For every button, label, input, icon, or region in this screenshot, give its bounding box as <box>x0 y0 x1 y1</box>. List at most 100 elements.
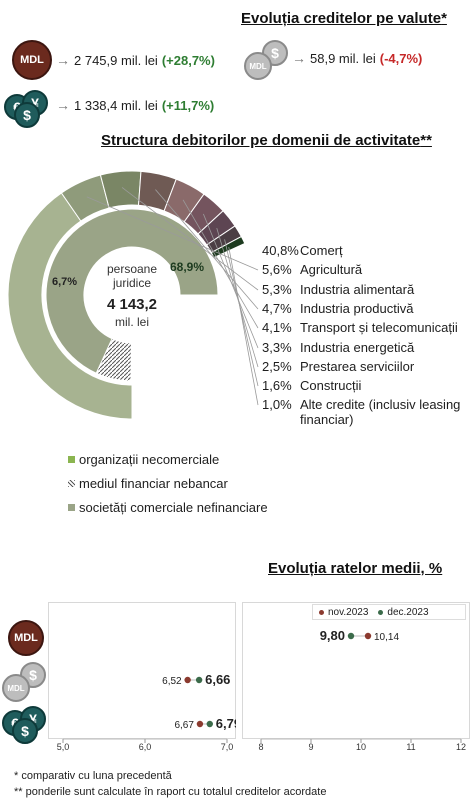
sector-label-4: 4,1% Transport și telecomunicații <box>262 320 458 335</box>
footnote-1: * comparativ cu luna precedentă <box>14 770 172 782</box>
sector-label-0: 40,8% Comerț <box>262 243 343 258</box>
legend-item-nebancar: mediul financiar nebancar <box>68 476 228 491</box>
label-dec: 6,79 <box>216 716 236 731</box>
legend-label-dec: dec.2023 <box>387 606 429 618</box>
sector-label-pct: 2,5% <box>262 359 292 374</box>
structure-title: Structura debitorilor pe domenii de acti… <box>101 132 432 149</box>
arrow-right-icon: → <box>292 50 306 66</box>
sector-label-name: Transport și telecomunicații <box>300 320 458 335</box>
point-dec <box>347 632 355 640</box>
x-tick-label: 11 <box>406 742 416 752</box>
sector-label-8: 1,0% Alte credite (inclusiv leasing finan… <box>262 397 472 427</box>
sector-label-name: Comerț <box>300 243 343 258</box>
x-tick-label: 8 <box>258 742 264 752</box>
sector-label-name: Alte credite (inclusiv leasing financiar… <box>300 397 461 427</box>
legend-dot-nov <box>319 609 324 615</box>
mdl-fx-coins-icon: $ MDL <box>2 662 50 702</box>
currency-coins-icon: € ¥ $ <box>4 90 50 128</box>
credit-evolution-title: Evoluția creditelor pe valute* <box>241 10 447 27</box>
leader-line-6 <box>216 227 259 368</box>
legend-swatch-grey <box>68 504 75 511</box>
credit-fx-change: (+11,7%) <box>161 97 215 113</box>
sector-label-name: Industria alimentară <box>300 282 415 297</box>
sector-label-name: Agricultură <box>300 262 363 277</box>
leader-line-5 <box>203 213 259 349</box>
sector-label-pct: 4,7% <box>262 301 292 316</box>
x-tick-label: 7,0 <box>220 742 234 752</box>
sector-label-name: Prestarea serviciilor <box>300 359 415 374</box>
point-nov <box>184 676 191 684</box>
footnote-2: ** ponderile sunt calculate în raport cu… <box>14 786 327 798</box>
credit-fx-value: 1 338,4 mil. lei <box>74 97 158 113</box>
arrow-right-icon: → <box>56 52 70 68</box>
sector-label-7: 1,6% Construcții <box>262 378 361 393</box>
inner-label-financial: 6,7% <box>52 276 78 288</box>
legend-label-nov: nov.2023 <box>328 606 369 618</box>
x-tick-label: 9 <box>308 742 314 752</box>
rates-panel-right <box>242 602 470 739</box>
sector-label-name: Industria productivă <box>300 301 414 316</box>
center-line1: persoane <box>106 262 158 276</box>
structure-donut-chart <box>7 170 259 420</box>
rates-title: Evoluția ratelor medii, % <box>268 560 443 577</box>
sector-label-5: 3,3% Industria energetică <box>262 340 414 355</box>
sector-label-name: Industria energetică <box>300 340 415 355</box>
arrow-right-icon: → <box>56 97 70 113</box>
currency-coins-icon: € ¥ $ <box>2 706 48 744</box>
label-nov: 6,67 <box>174 720 194 731</box>
label-nov: 6,52 <box>162 676 182 687</box>
credit-mdl-row: → 2 745,9 mil. lei (+28,7%) <box>56 52 215 68</box>
sector-label-pct: 3,3% <box>262 340 292 355</box>
x-tick-label: 12 <box>455 742 467 752</box>
legend-item-nefinanciare: societăți comerciale nefinanciare <box>68 500 268 515</box>
center-value: 4 143,2 <box>106 296 158 313</box>
credit-fx-row: → 1 338,4 mil. lei (+11,7%) <box>56 97 214 113</box>
legend-swatch-hatch <box>68 480 75 487</box>
sector-label-pct: 1,0% <box>262 397 292 412</box>
sector-label-6: 2,5% Prestarea serviciilor <box>262 359 414 374</box>
sector-label-1: 5,6% Agricultură <box>262 262 362 277</box>
legend-swatch-green <box>68 456 75 463</box>
credit-mdlfx-row: → 58,9 mil. lei (-4,7%) <box>292 50 422 66</box>
mdl-badge: MDL <box>8 620 44 656</box>
point-dec <box>195 676 203 684</box>
x-tick-label: 10 <box>355 742 367 752</box>
sector-label-pct: 40,8% <box>262 243 299 258</box>
rates-chart-right: 9,80 10,14 <box>260 628 462 743</box>
center-line2: juridice <box>112 276 151 290</box>
point-nov <box>364 632 372 640</box>
rates-panel-left <box>48 602 236 739</box>
legend-dot-dec <box>378 609 384 615</box>
mdl-fx-coins-icon: $ MDL <box>244 40 292 80</box>
credit-mdlfx-value: 58,9 mil. lei <box>310 50 376 66</box>
outer-slice-0 <box>7 192 133 420</box>
leader-line-4 <box>182 199 259 329</box>
sector-label-3: 4,7% Industria productivă <box>262 301 413 316</box>
sector-label-name: Construcții <box>300 378 362 393</box>
sector-label-pct: 1,6% <box>262 378 292 393</box>
center-unit: mil. lei <box>114 315 149 329</box>
sector-label-pct: 4,1% <box>262 320 292 335</box>
inner-slice-2 <box>45 208 219 374</box>
legend-item-necomerciale: organizații necomerciale <box>68 452 219 467</box>
rates-legend: nov.2023 dec.2023 <box>312 604 466 620</box>
label-nov: 10,14 <box>374 632 399 643</box>
credit-mdl-value: 2 745,9 mil. lei <box>74 52 158 68</box>
leader-line-1 <box>86 196 259 271</box>
point-nov <box>196 720 204 728</box>
x-tick-label: 6,0 <box>138 742 152 752</box>
sector-label-pct: 5,6% <box>262 262 292 277</box>
leader-line-2 <box>121 187 259 291</box>
credit-mdlfx-change: (-4,7%) <box>379 50 423 66</box>
rates-chart-left: 6,52 6,66 6,67 6,79 <box>62 672 236 743</box>
sector-label-pct: 5,3% <box>262 282 292 297</box>
leader-line-8 <box>228 246 259 406</box>
leader-line-3 <box>155 189 259 310</box>
point-dec <box>206 720 213 728</box>
label-dec: 9,80 <box>320 628 345 643</box>
donut-center-label: persoane juridice 4 143,2 mil. lei <box>86 262 178 329</box>
inner-label-commercial: 68,9% <box>170 260 205 274</box>
credit-mdl-change: (+28,7%) <box>161 52 215 68</box>
mdl-badge: MDL <box>12 40 52 80</box>
sector-label-2: 5,3% Industria alimentară <box>262 282 414 297</box>
